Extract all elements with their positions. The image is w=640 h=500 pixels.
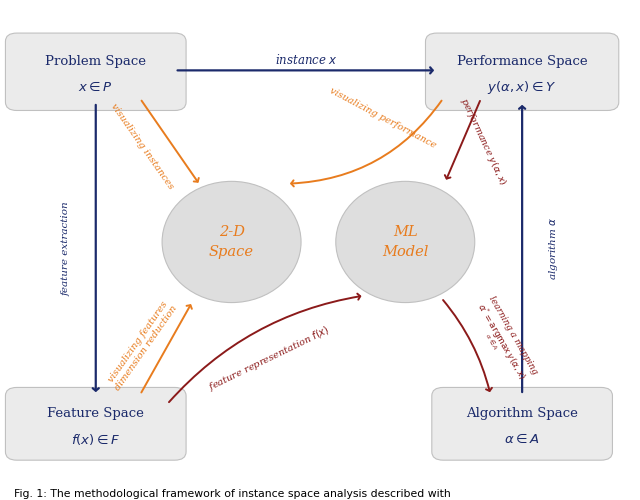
Ellipse shape — [162, 182, 301, 302]
FancyBboxPatch shape — [5, 33, 186, 110]
Text: $\alpha \in A$: $\alpha \in A$ — [504, 432, 540, 446]
Text: ML
Model: ML Model — [382, 224, 428, 260]
FancyBboxPatch shape — [432, 388, 612, 460]
Text: feature extraction: feature extraction — [61, 201, 70, 296]
Text: algorithm $\alpha$: algorithm $\alpha$ — [547, 217, 560, 280]
Text: visualizing features
dimension reduction: visualizing features dimension reduction — [105, 298, 179, 392]
Text: 2-D
Space: 2-D Space — [209, 224, 254, 260]
Text: $x \in P$: $x \in P$ — [78, 80, 113, 94]
FancyBboxPatch shape — [426, 33, 619, 110]
Text: Fig. 1: The methodological framework of instance space analysis described with: Fig. 1: The methodological framework of … — [13, 489, 451, 499]
Ellipse shape — [336, 182, 475, 302]
Text: feature representation $f(x)$: feature representation $f(x)$ — [206, 323, 333, 394]
Text: Performance Space: Performance Space — [457, 55, 588, 68]
Text: visualizing performance: visualizing performance — [328, 86, 438, 150]
Text: learning a mapping
$\alpha^{*} = \underset{\alpha \in A}{\mathrm{argmax}}\,y(\al: learning a mapping $\alpha^{*} = \unders… — [467, 294, 540, 388]
Text: $y(\alpha,x) \in Y$: $y(\alpha,x) \in Y$ — [488, 78, 557, 96]
Text: Algorithm Space: Algorithm Space — [466, 407, 578, 420]
Text: visualizing instances: visualizing instances — [109, 102, 175, 191]
Text: Problem Space: Problem Space — [45, 55, 147, 68]
Text: instance $x$: instance $x$ — [275, 53, 337, 67]
FancyBboxPatch shape — [5, 388, 186, 460]
Text: $f(x) \in F$: $f(x) \in F$ — [71, 432, 120, 446]
Text: performance $y(\alpha,x)$: performance $y(\alpha,x)$ — [457, 96, 509, 188]
Text: Feature Space: Feature Space — [47, 407, 144, 420]
